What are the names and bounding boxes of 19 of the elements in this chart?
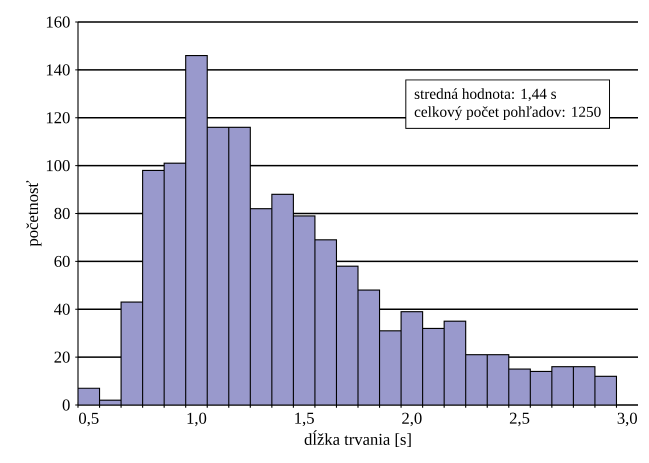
y-tick-label: 140: [46, 64, 70, 76]
annotation: stredná hodnota: 1,44 s: [414, 88, 556, 102]
y-tick-label: 20: [54, 352, 70, 363]
y-tick-label: 100: [46, 160, 70, 172]
y-axis-title: početnosť: [26, 180, 42, 246]
x-axis-title: dĺžka trvania [s]: [304, 430, 411, 448]
y-tick-label: 80: [54, 208, 70, 220]
x-tick-label: 0,5: [79, 412, 99, 426]
x-tick-label: 1,0: [188, 412, 206, 426]
x-tick-label: 1,5: [295, 412, 314, 426]
y-tick-label: 60: [54, 256, 70, 267]
x-tick-label: 2,5: [510, 412, 530, 426]
x-tick-label: 2,0: [402, 412, 422, 426]
y-tick-label: 120: [46, 112, 70, 124]
y-tick-label: 40: [54, 304, 70, 315]
y-tick-label: 160: [46, 16, 70, 28]
y-tick-label: 0: [62, 399, 70, 411]
annotation: celkový počet pohľadov: 1250: [414, 106, 601, 120]
x-tick-label: 3,0: [618, 412, 637, 426]
